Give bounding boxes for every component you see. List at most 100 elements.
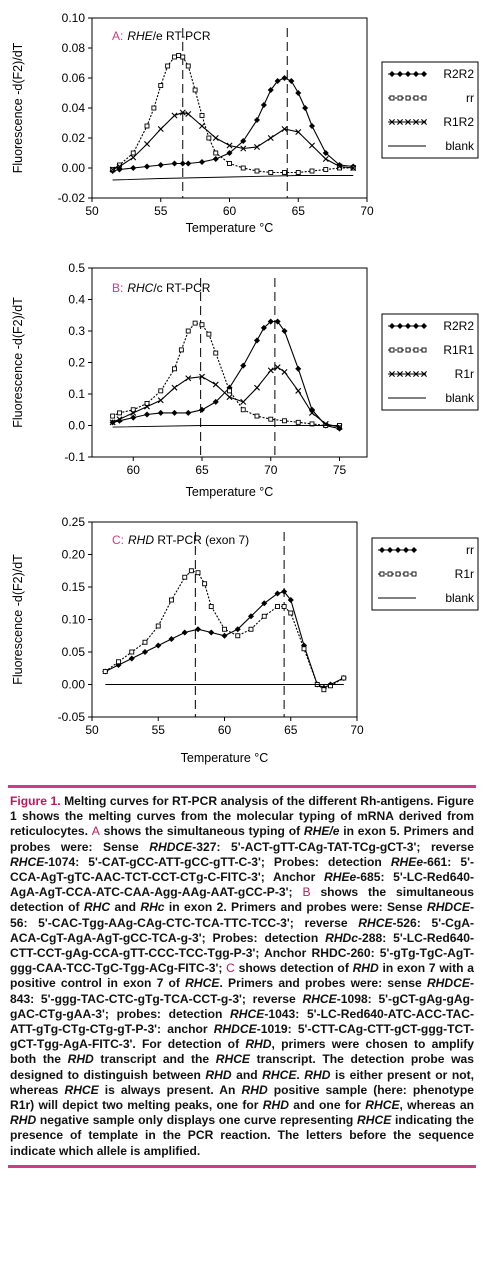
legend-label: blank xyxy=(445,139,475,153)
data-point xyxy=(188,568,194,574)
data-point xyxy=(155,623,161,629)
caption-segment: -661: 5'-CCA-AgT-gTC-AAC-TCT-CCT-CTg-C-F… xyxy=(10,854,474,885)
caption-segment: . xyxy=(296,1067,305,1082)
legend-marker xyxy=(421,95,427,101)
data-point xyxy=(158,83,164,88)
caption-segment: -1074: 5'-CAT-gCC-ATT-gCC-gTT-C-3'; Prob… xyxy=(44,854,391,869)
panel-title: A: RHE/e RT-PCR xyxy=(112,29,211,43)
series-R1R1 xyxy=(110,320,342,428)
data-point xyxy=(350,165,357,171)
data-point xyxy=(281,327,288,335)
data-point xyxy=(240,137,247,145)
y-tick-label: 0.05 xyxy=(62,645,86,659)
series-R1r xyxy=(102,568,347,693)
panel-title-rest: RT-PCR (exon 7) xyxy=(154,533,249,547)
data-point xyxy=(287,596,294,604)
data-point xyxy=(274,590,281,597)
legend-box xyxy=(381,313,479,411)
data-point xyxy=(275,604,280,609)
data-point xyxy=(267,86,274,94)
x-tick-label: 65 xyxy=(284,723,298,737)
data-point xyxy=(288,77,295,85)
data-point xyxy=(206,135,212,141)
caption-segment: RHCE xyxy=(357,1113,392,1128)
caption-segment: positive sample (here: phenotype R1r) wi… xyxy=(10,1082,475,1113)
data-point xyxy=(144,141,150,147)
panel-b: -0.1 0.0 0.1 0.2 0.3 0.4 0.5 60 65 70 75 Temperatur… xyxy=(0,252,488,504)
y-tick-label: 0.4 xyxy=(68,293,85,307)
data-point xyxy=(182,574,188,580)
data-point xyxy=(208,629,215,636)
data-point xyxy=(142,639,148,645)
legend-marker xyxy=(403,571,409,577)
caption-segment: RHCE xyxy=(262,1067,297,1082)
legend: rr R1r blank xyxy=(371,537,479,611)
legend-marker xyxy=(413,371,419,377)
data-point xyxy=(281,588,288,595)
data-point xyxy=(169,597,174,603)
data-point xyxy=(109,166,116,173)
data-point xyxy=(185,375,192,382)
figure-caption-block: Figure 1. Melting curves for RT-PCR anal… xyxy=(8,785,476,1168)
data-point xyxy=(157,397,164,404)
legend-marker xyxy=(397,371,403,377)
legend-marker xyxy=(405,371,411,377)
legend-marker xyxy=(394,546,402,554)
x-tick-label: 70 xyxy=(350,723,364,737)
caption-segment: RHEe xyxy=(323,870,357,885)
data-point xyxy=(117,410,122,416)
data-point xyxy=(226,394,233,401)
panel-title-gene: RHD xyxy=(128,533,154,547)
legend-marker xyxy=(412,70,420,78)
panel-title-letter: C: xyxy=(112,533,124,547)
data-point xyxy=(116,659,121,665)
caption-segment: shows the simultaneous typing of xyxy=(99,824,304,839)
series-rr xyxy=(102,588,347,691)
caption-segment: RHD xyxy=(304,1067,331,1082)
series-line xyxy=(112,111,354,171)
y-tick-label: 0.02 xyxy=(62,131,86,145)
data-point xyxy=(322,156,329,162)
data-point xyxy=(295,89,302,97)
plot-area xyxy=(91,267,368,458)
y-tick-label: 0.04 xyxy=(62,101,86,115)
data-point xyxy=(130,414,137,421)
legend-marker xyxy=(413,119,419,125)
data-point xyxy=(130,154,137,161)
data-point xyxy=(213,350,219,356)
caption-segment: RHCE xyxy=(230,1006,265,1021)
data-point xyxy=(274,364,281,371)
data-point xyxy=(295,170,301,175)
data-point xyxy=(295,129,302,135)
caption-segment: RHDCE xyxy=(149,839,193,854)
data-point xyxy=(157,161,164,169)
caption-segment: -288: 5'-LC-Red640-CTT-CCT-gAg-CCA-gTT-C… xyxy=(10,930,474,976)
data-point xyxy=(185,63,191,69)
legend-marker xyxy=(404,70,412,78)
legend-label: R1r xyxy=(455,567,474,581)
series-rr xyxy=(110,53,356,175)
data-point xyxy=(176,53,182,58)
data-point xyxy=(198,406,206,413)
caption-bottom-rule xyxy=(8,1164,476,1168)
legend-marker xyxy=(411,571,417,577)
legend-marker xyxy=(410,546,418,554)
y-tick-label: 0.2 xyxy=(68,356,85,370)
data-point xyxy=(309,142,315,149)
legend-marker xyxy=(386,546,394,554)
legend-marker xyxy=(420,70,428,78)
caption-segment: indicating the presence of template in t… xyxy=(10,1113,474,1158)
caption-segment: RHD xyxy=(10,1113,37,1128)
caption-segment: RHD xyxy=(241,1082,268,1097)
data-point xyxy=(268,170,274,175)
data-point xyxy=(130,407,136,413)
panel-title-gene: RHE xyxy=(127,29,153,43)
data-point xyxy=(129,649,135,655)
caption-segment: is either present or not, whereas xyxy=(10,1067,474,1097)
panel-title: C: RHD RT-PCR (exon 7) xyxy=(112,533,249,547)
caption-segment: RHC xyxy=(83,900,111,915)
data-point xyxy=(130,409,137,416)
x-tick-label: 50 xyxy=(85,723,99,737)
data-point xyxy=(253,116,261,124)
data-point xyxy=(322,149,329,157)
